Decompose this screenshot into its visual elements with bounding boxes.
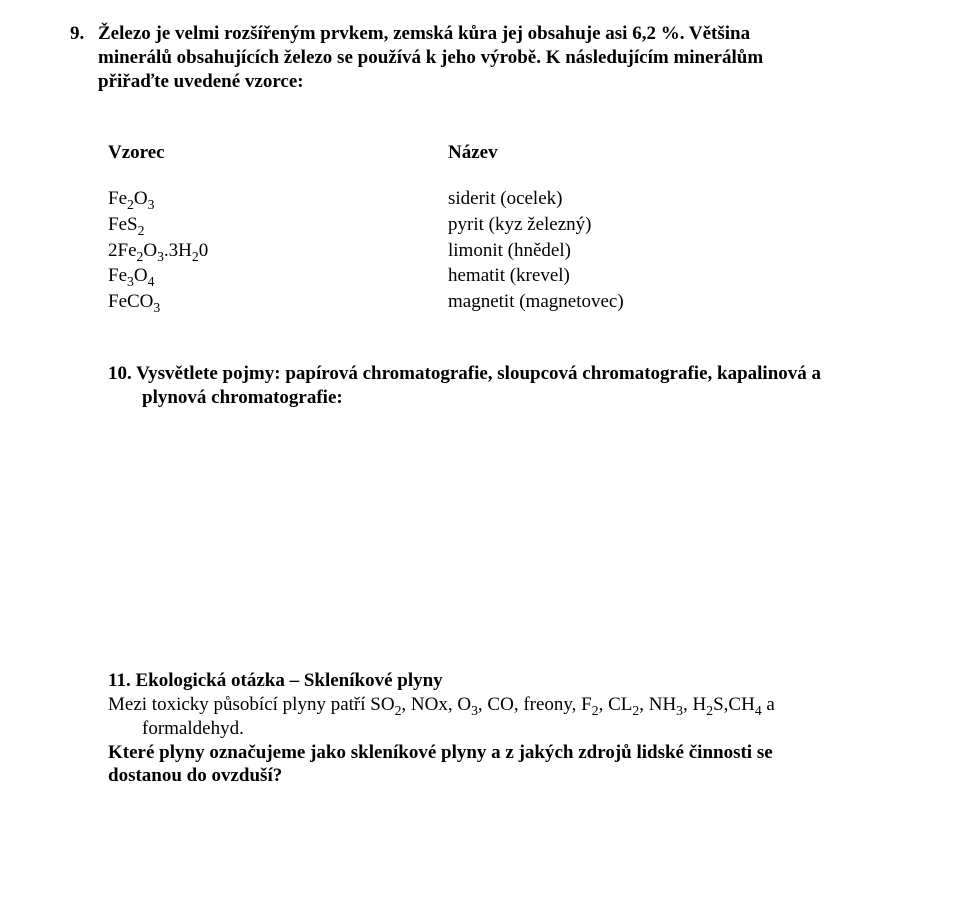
formula-subscript: 2	[138, 223, 145, 238]
name-cell: hematit (krevel)	[448, 264, 848, 290]
table-row: Fe3O4hematit (krevel)	[108, 264, 848, 290]
q11-txt: a	[762, 694, 775, 715]
formula-cell: Fe3O4	[108, 264, 448, 290]
q11-txt: , CL	[599, 694, 633, 715]
q11-txt: S,CH	[713, 694, 755, 715]
question-9-line3: přiřaďte uvedené vzorce:	[98, 71, 304, 92]
formula-text: O	[143, 240, 157, 261]
formula-cell: Fe2O3	[108, 187, 448, 213]
formula-subscript: 4	[148, 274, 155, 289]
question-11-title-line: 11. Ekologická otázka – Skleníkové plyny	[108, 669, 890, 693]
question-9-line1: Železo je velmi rozšířeným prvkem, zemsk…	[98, 23, 750, 44]
q11-bold-line1: Které plyny označujeme jako skleníkové p…	[108, 742, 773, 763]
question-11: 11. Ekologická otázka – Skleníkové plyny…	[108, 669, 890, 788]
question-11-subquestion: Které plyny označujeme jako skleníkové p…	[108, 741, 890, 789]
q11-txt: , NOx, O	[401, 694, 471, 715]
table-row: 2Fe2O3.3H20limonit (hnědel)	[108, 239, 848, 265]
formula-cell: FeCO3	[108, 290, 448, 316]
name-cell: siderit (ocelek)	[448, 187, 848, 213]
formula-text: 0	[199, 240, 209, 261]
question-11-number: 11.	[108, 670, 131, 691]
formula-name-table: Vzorec Název Fe2O3siderit (ocelek)FeS2py…	[108, 141, 890, 316]
formula-text: O	[134, 265, 148, 286]
q11-body-line2: formaldehyd.	[142, 718, 244, 739]
formula-text: O	[134, 188, 148, 209]
q11-bold-line2: dostanou do ovzduší?	[108, 765, 282, 786]
name-cell: limonit (hnědel)	[448, 239, 848, 265]
formula-subscript: 3	[127, 274, 134, 289]
question-10: 10. Vysvětlete pojmy: papírová chromatog…	[108, 362, 890, 410]
q11-sub: 4	[755, 703, 762, 718]
name-cell: magnetit (magnetovec)	[448, 290, 848, 316]
formula-text: FeS	[108, 214, 138, 235]
q11-txt: , NH	[639, 694, 676, 715]
question-11-title: Ekologická otázka – Skleníkové plyny	[135, 670, 442, 691]
question-9: 9.Železo je velmi rozšířeným prvkem, zem…	[70, 22, 890, 93]
q11-txt: , CO, freony, F	[478, 694, 592, 715]
question-10-line2: plynová chromatografie:	[142, 387, 343, 408]
table-header-nazev: Název	[448, 141, 848, 187]
formula-text: .3H	[164, 240, 192, 261]
formula-text: 2Fe	[108, 240, 137, 261]
formula-subscript: 3	[148, 197, 155, 212]
formula-subscript: 2	[127, 197, 134, 212]
table-row: FeCO3magnetit (magnetovec)	[108, 290, 848, 316]
table-row: FeS2pyrit (kyz železný)	[108, 213, 848, 239]
formula-cell: 2Fe2O3.3H20	[108, 239, 448, 265]
question-9-text: Železo je velmi rozšířeným prvkem, zemsk…	[98, 22, 878, 93]
formula-text: Fe	[108, 188, 127, 209]
table: Vzorec Název Fe2O3siderit (ocelek)FeS2py…	[108, 141, 848, 316]
table-header-vzorec: Vzorec	[108, 141, 448, 187]
q11-txt: Mezi toxicky působící plyny patří SO	[108, 694, 395, 715]
question-10-line1: Vysvětlete pojmy: papírová chromatografi…	[136, 363, 821, 384]
q11-body-text: Mezi toxicky působící plyny patří SO 2 , N…	[108, 694, 775, 715]
name-cell: pyrit (kyz železný)	[448, 213, 848, 239]
question-9-number: 9.	[70, 22, 98, 46]
table-row: Fe2O3siderit (ocelek)	[108, 187, 848, 213]
question-10-number: 10.	[108, 363, 132, 384]
formula-text: Fe	[108, 265, 127, 286]
formula-cell: FeS2	[108, 213, 448, 239]
formula-subscript: 3	[153, 300, 160, 315]
formula-subscript: 2	[192, 248, 199, 263]
question-9-line2: minerálů obsahujících železo se používá …	[98, 47, 763, 68]
q11-txt: , H	[683, 694, 706, 715]
formula-subscript: 3	[157, 248, 164, 263]
question-11-body: Mezi toxicky působící plyny patří SO 2 , N…	[108, 693, 890, 741]
formula-text: FeCO	[108, 291, 153, 312]
table-header-row: Vzorec Název	[108, 141, 848, 187]
q11-sub: 3	[471, 703, 478, 718]
q11-sub: 3	[676, 703, 683, 718]
q11-sub: 2	[592, 703, 599, 718]
